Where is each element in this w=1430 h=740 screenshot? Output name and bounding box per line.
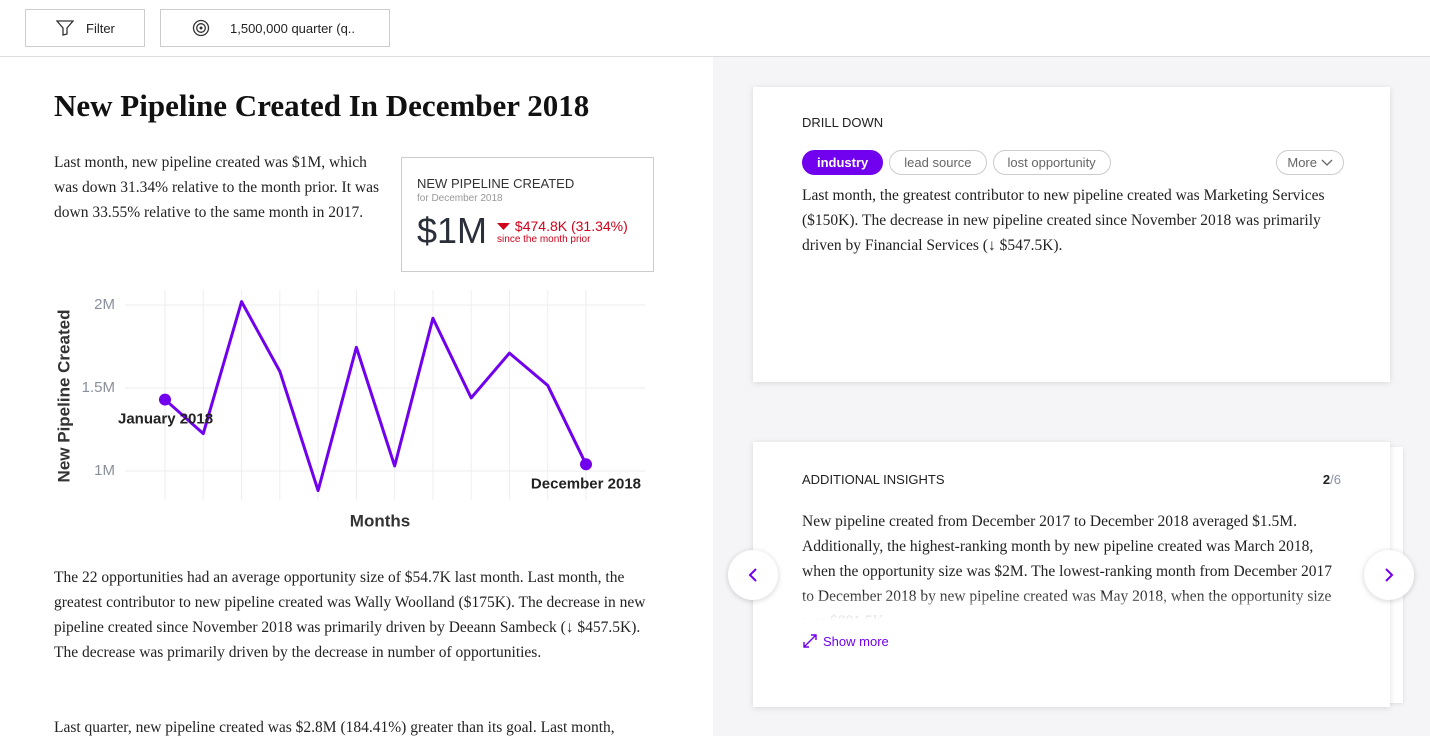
kpi-change: $474.8K (31.34%): [514, 217, 628, 234]
show-more-label: Show more: [823, 633, 889, 649]
next-button[interactable]: [1364, 550, 1414, 600]
line-chart: New Pipeline Created Months 1M 1.5M 2M Janu…: [54, 290, 645, 530]
toolbar: Filter 1,500,000 quarter (q..: [0, 0, 1430, 57]
down-arrow: [497, 222, 511, 230]
more-button[interactable]: More: [1276, 150, 1344, 175]
target-button[interactable]: 1,500,000 quarter (q..: [160, 9, 390, 47]
chevron-right: [1385, 568, 1394, 582]
chevron-left: [748, 568, 757, 582]
y-tick-label: 2M: [94, 296, 115, 313]
expand-icon: [803, 634, 817, 648]
filter-label: Filter: [86, 20, 115, 36]
paragraph: The 22 opportunities had an average oppo…: [54, 569, 646, 661]
kpi-sublabel: for December 2018: [417, 193, 503, 204]
drill-down-title: DRILL DOWN: [802, 115, 884, 130]
point-label: January 2018: [118, 411, 213, 428]
kpi-value: $1M: [417, 210, 488, 251]
page-title: New Pipeline Created In December 2018: [54, 88, 590, 123]
insights-card: ADDITIONAL INSIGHTS 2/6 New pipeline cre…: [753, 442, 1390, 707]
chip[interactable]: industry: [802, 150, 884, 175]
chip[interactable]: lost opportunity: [992, 150, 1111, 175]
insights-text: New pipeline created from December 2017 …: [802, 513, 1333, 620]
target-icon: [192, 19, 210, 37]
point: [159, 393, 171, 406]
pager-current: 2: [1322, 472, 1331, 487]
drill-down-card: DRILL DOWN industry lead source lost oppor…: [753, 87, 1390, 382]
paragraph: Last quarter, new pipeline created was $…: [54, 719, 615, 736]
kpi-card: NEW PIPELINE CREATED for December 2018 $…: [401, 157, 654, 272]
y-axis-title: New Pipeline Created: [54, 310, 73, 483]
prev-button[interactable]: [728, 550, 778, 600]
y-tick-label: 1M: [94, 462, 115, 479]
chip[interactable]: lead source: [889, 150, 987, 175]
chevron: [1321, 159, 1333, 166]
drill-down-text: Last month, the greatest contributor to …: [802, 187, 1325, 254]
show-more[interactable]: Show more: [802, 633, 1341, 649]
kpi-change-note: since the month prior: [497, 233, 591, 245]
line: [164, 300, 588, 493]
filter-icon: [56, 20, 74, 36]
intro-text: Last month, new pipeline created was $1M…: [54, 154, 380, 221]
x-axis-title: Months: [350, 511, 410, 530]
filter-button[interactable]: Filter: [25, 9, 145, 47]
point-label: December 2018: [531, 475, 641, 492]
y-tick-label: 1.5M: [82, 379, 115, 396]
chips: industry lead source lost opportunity More: [802, 150, 1344, 175]
more-label: More: [1287, 155, 1317, 170]
pager-total: /6: [1330, 472, 1341, 487]
point: [580, 458, 592, 471]
kpi-label: NEW PIPELINE CREATED: [417, 176, 575, 191]
insights-title: ADDITIONAL INSIGHTS: [802, 472, 945, 487]
target-label: 1,500,000 quarter (q..: [230, 20, 356, 36]
